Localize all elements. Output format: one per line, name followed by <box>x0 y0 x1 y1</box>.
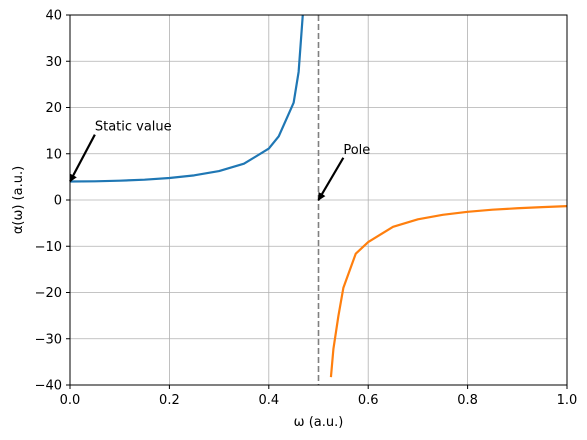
axis-ticks: 0.0 0.2 0.4 0.6 0.8 1.0 −40 −30 −20 −10 0 10 20 30 40 <box>35 9 578 409</box>
x-axis-label: ω (a.u.) <box>294 415 344 430</box>
y-tick-label: 0 <box>54 194 62 209</box>
x-tick-label: 0.4 <box>258 393 279 408</box>
x-tick-label: 0.0 <box>60 393 81 408</box>
y-tick-label: −20 <box>35 286 62 301</box>
x-tick-label: 1.0 <box>557 393 578 408</box>
y-tick-label: −30 <box>35 332 62 347</box>
y-tick-label: −40 <box>35 379 62 394</box>
y-axis-label: α(ω) (a.u.) <box>11 166 26 234</box>
x-tick-label: 0.2 <box>159 393 180 408</box>
x-tick-label: 0.8 <box>457 393 478 408</box>
y-tick-label: 30 <box>45 55 62 70</box>
series-line-2 <box>329 205 567 378</box>
y-tick-label: 10 <box>45 147 62 162</box>
annotation-arrow <box>69 134 96 183</box>
x-tick-label: 0.6 <box>358 393 379 408</box>
y-tick-label: 20 <box>45 101 62 116</box>
annotation-label: Static value <box>95 120 172 135</box>
y-tick-label: 40 <box>45 9 62 24</box>
y-tick-label: −10 <box>35 240 62 255</box>
plot-area <box>70 15 567 378</box>
annotations: Static value Pole <box>69 120 370 201</box>
annotation-arrow <box>317 157 345 201</box>
annotation-label: Pole <box>343 143 370 158</box>
series-line-1 <box>70 15 304 183</box>
